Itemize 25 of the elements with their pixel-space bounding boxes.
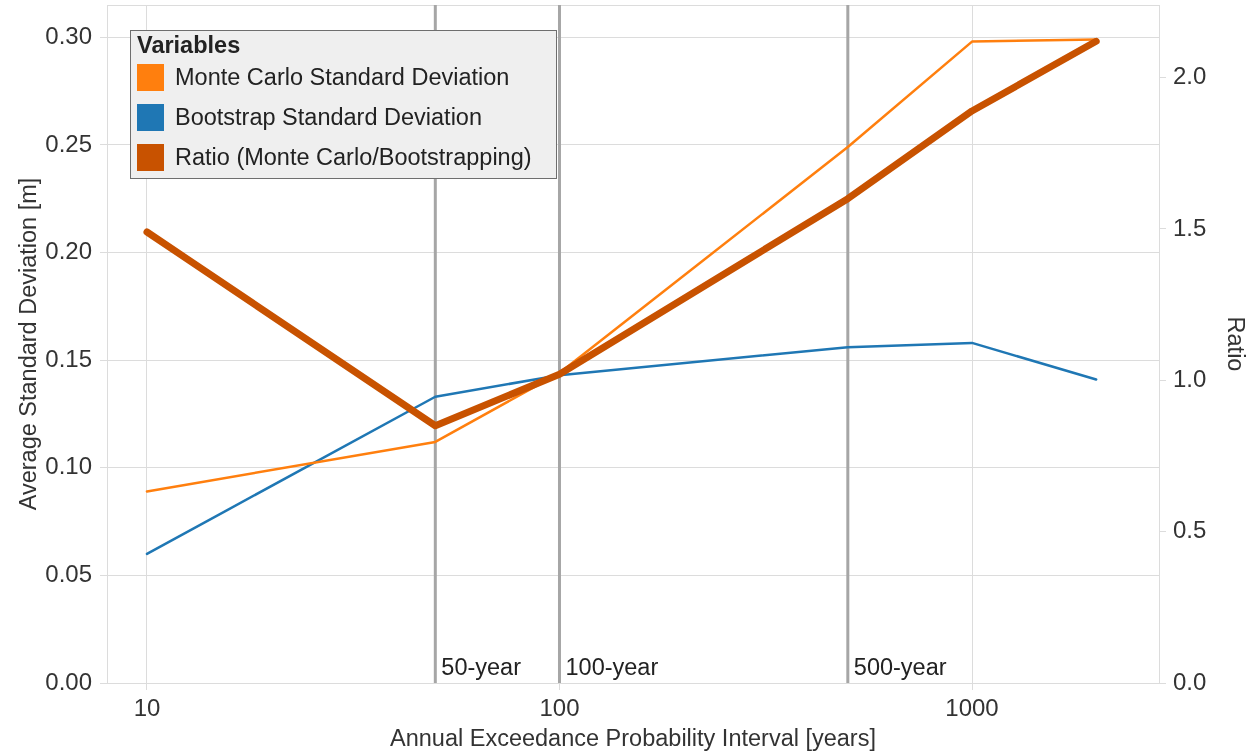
legend-title: Variables bbox=[137, 32, 242, 58]
ref-line-label: 100-year bbox=[565, 654, 659, 680]
y-tick-label: 0.05 bbox=[45, 560, 92, 588]
legend-label: Monte Carlo Standard Deviation bbox=[175, 64, 510, 90]
legend-label: Bootstrap Standard Deviation bbox=[175, 104, 482, 130]
y2-tick-label: 2.0 bbox=[1173, 62, 1207, 90]
y-axis-title: Average Standard Deviation [m] bbox=[14, 177, 41, 511]
y-tick-label: 0.20 bbox=[45, 237, 92, 265]
y2-axis-title: Ratio bbox=[1223, 316, 1250, 372]
y-tick-label: 0.30 bbox=[45, 21, 92, 49]
y-tick-label: 0.00 bbox=[45, 667, 92, 695]
y-tick-label: 0.10 bbox=[45, 452, 92, 480]
legend-label: Ratio (Monte Carlo/Bootstrapping) bbox=[175, 144, 532, 170]
ref-line-label: 50-year bbox=[441, 654, 522, 680]
y-tick-label: 0.25 bbox=[45, 129, 92, 157]
x-axis-title: Annual Exceedance Probability Interval [years] bbox=[390, 725, 876, 752]
x-tick-label: 10 bbox=[133, 694, 161, 722]
ref-line-label: 500-year bbox=[853, 654, 947, 680]
y2-tick-label: 0.0 bbox=[1173, 667, 1207, 695]
x-tick-label: 100 bbox=[539, 694, 580, 722]
y2-tick-label: 1.5 bbox=[1173, 213, 1207, 241]
y2-tick-label: 1.0 bbox=[1173, 364, 1207, 392]
y2-tick-label: 0.5 bbox=[1173, 516, 1207, 544]
y-tick-label: 0.15 bbox=[45, 344, 92, 372]
x-tick-label: 1000 bbox=[945, 694, 999, 722]
